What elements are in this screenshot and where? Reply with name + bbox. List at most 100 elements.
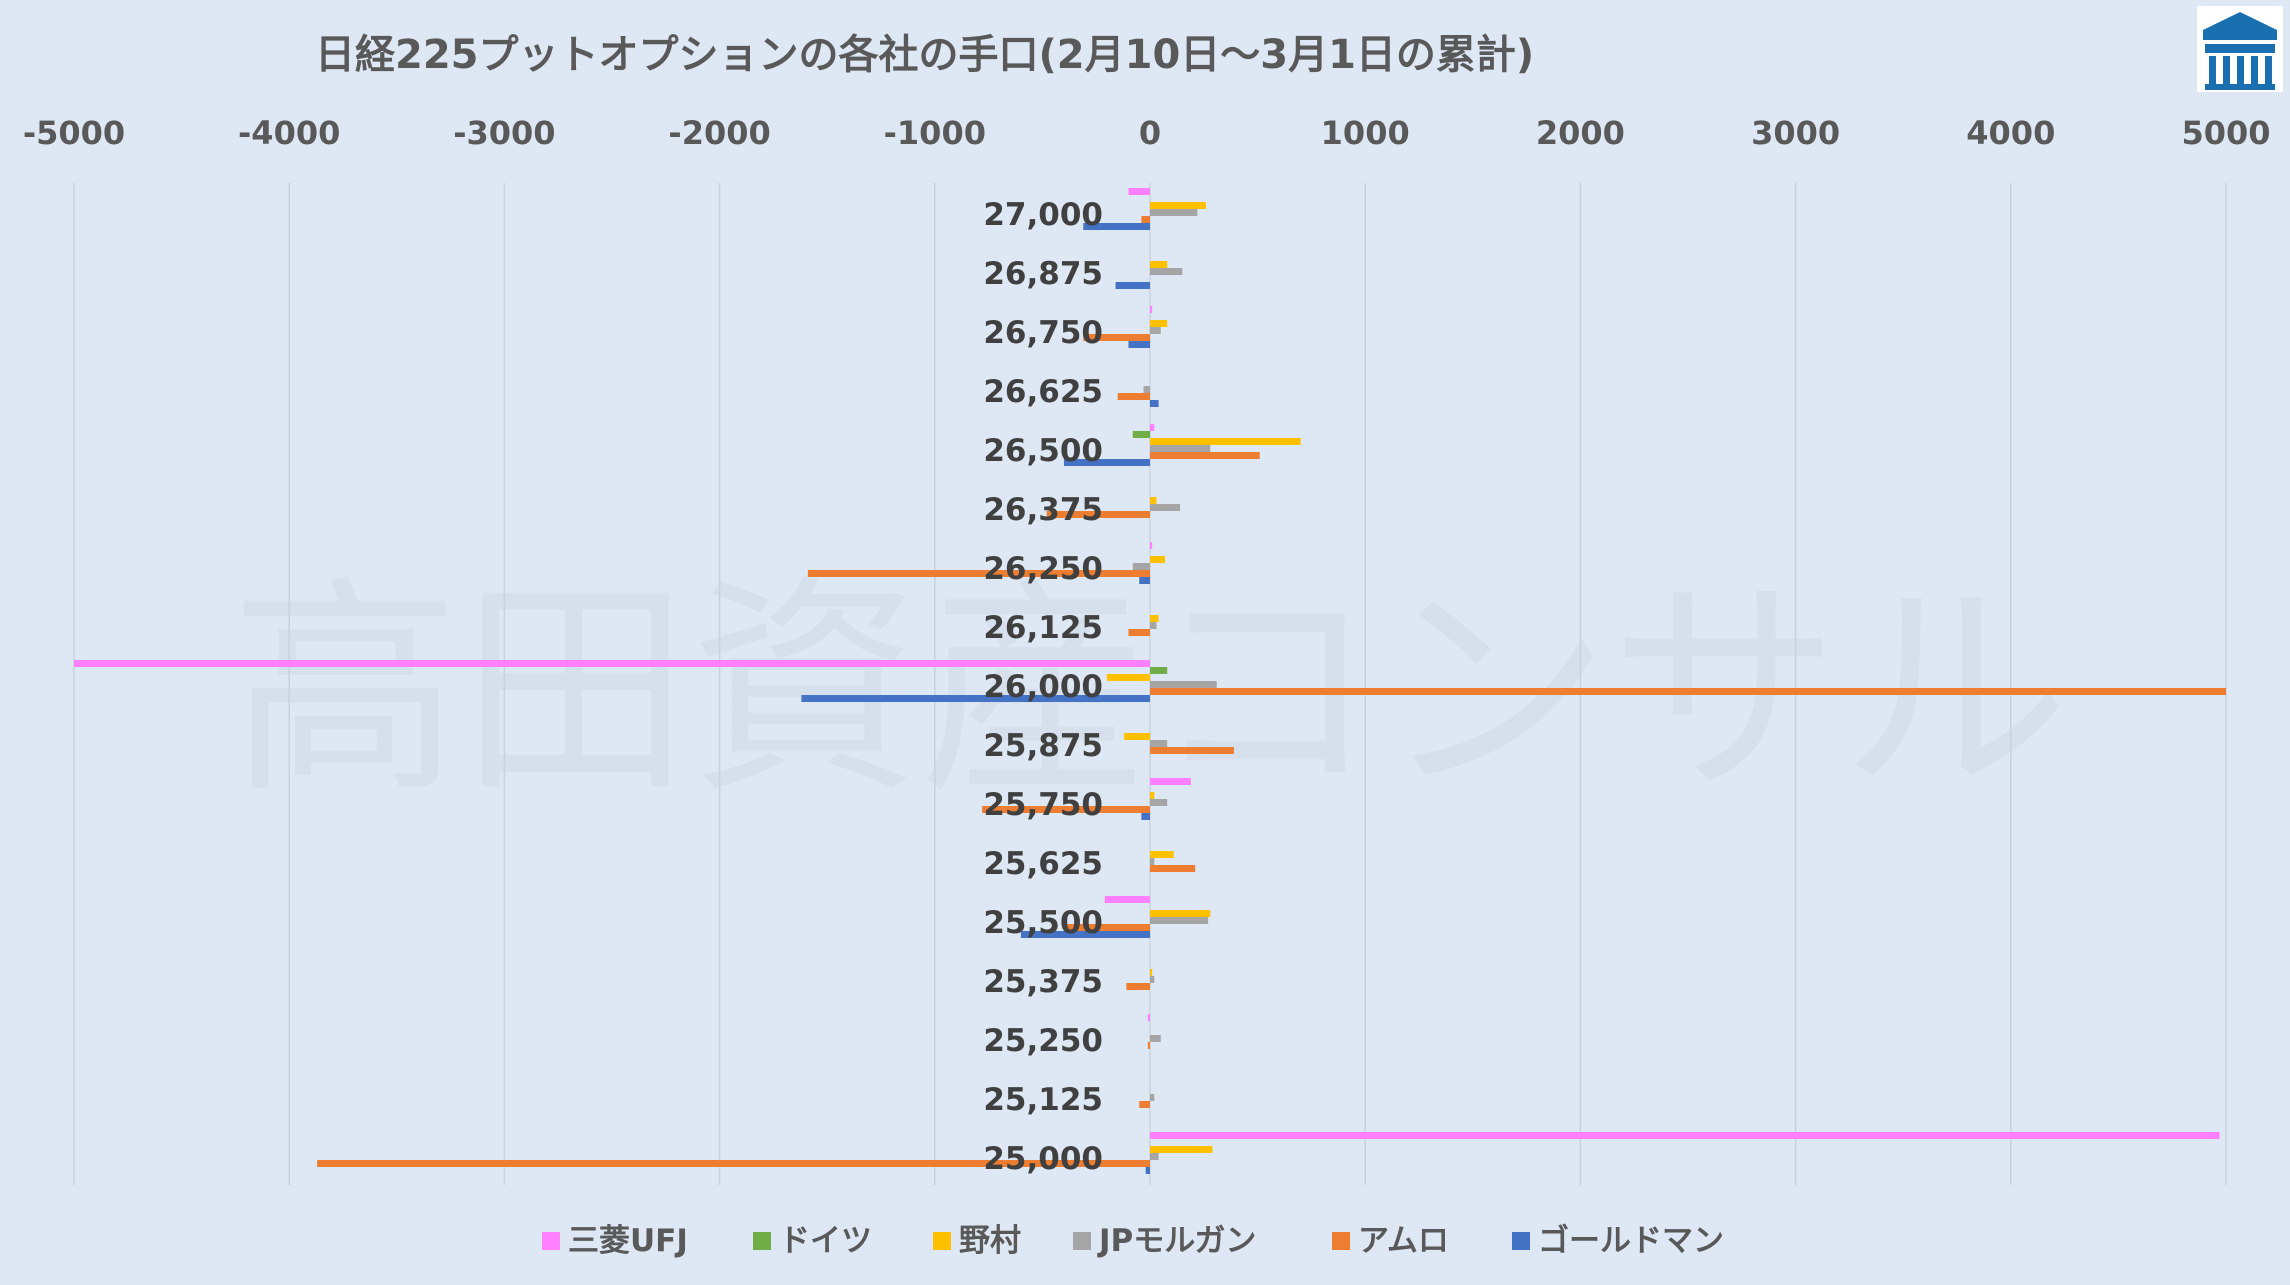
bar (1046, 511, 1150, 518)
x-tick-label: 1000 (1321, 114, 1410, 152)
category-label: 25,875 (983, 728, 1103, 764)
legend-swatch (542, 1232, 560, 1250)
legend-label: 三菱UFJ (568, 1223, 688, 1259)
legend-swatch (1512, 1232, 1530, 1250)
bar (1150, 268, 1183, 275)
bar (1150, 504, 1181, 511)
bar (1128, 629, 1150, 636)
bar (1139, 1101, 1150, 1108)
bar (801, 695, 1150, 702)
bars (74, 188, 2226, 1174)
bar (1020, 931, 1150, 938)
bar (1150, 424, 1155, 431)
x-tick-label: -5000 (23, 114, 125, 152)
bar (1150, 910, 1211, 917)
bar (1128, 188, 1150, 195)
bar (1106, 674, 1150, 681)
category-label: 25,375 (983, 964, 1103, 1000)
bar (317, 1160, 1150, 1167)
legend-swatch (753, 1232, 771, 1250)
bar (1150, 865, 1196, 872)
bar (1150, 622, 1157, 629)
bar (1150, 792, 1155, 799)
category-label: 25,750 (983, 787, 1103, 823)
bar (1150, 497, 1157, 504)
gridlines (73, 183, 2227, 1185)
bar (1150, 542, 1153, 549)
x-tick-label: 0 (1139, 114, 1161, 152)
category-label: 26,750 (983, 315, 1103, 351)
bar (1150, 778, 1191, 785)
bar (1150, 688, 2226, 695)
legend-label: アムロ (1358, 1223, 1449, 1259)
category-labels: 27,000 26,875 26,750 26,625 26,500 26,375 26,2… (983, 197, 1103, 1177)
bar (1126, 983, 1150, 990)
category-label: 27,000 (983, 197, 1103, 233)
bar (1150, 799, 1168, 806)
legend-label: JPモルガン (1097, 1223, 1256, 1259)
bar (1150, 976, 1155, 983)
bar (1150, 400, 1159, 407)
x-tick-label: 2000 (1536, 114, 1625, 152)
category-label: 26,375 (983, 492, 1103, 528)
legend: 三菱UFJ ドイツ 野村 JPモルガン アムロ ゴールドマン (542, 1223, 1724, 1259)
category-label: 25,625 (983, 846, 1103, 882)
bar (1066, 924, 1150, 931)
legend-label: 野村 (959, 1223, 1021, 1259)
bar (1150, 556, 1166, 563)
bar (1150, 306, 1153, 313)
bar (1141, 216, 1150, 223)
bar (1150, 209, 1198, 216)
bar (1150, 327, 1161, 334)
category-label: 25,500 (983, 905, 1103, 941)
legend-swatch (933, 1232, 951, 1250)
bar (1083, 223, 1150, 230)
x-tick-label: 5000 (2181, 114, 2270, 152)
x-tick-labels: -5000 -4000 -3000 -2000 -1000 0 1000 2000 3000 40… (23, 114, 2271, 152)
bar (1150, 615, 1159, 622)
bar (1117, 393, 1150, 400)
bar (1150, 858, 1155, 865)
bar (1150, 681, 1217, 688)
bar (1063, 459, 1150, 466)
bar (1104, 896, 1150, 903)
category-label: 25,000 (983, 1141, 1103, 1177)
chart-title: 日経225プットオプションの各社の手口(2月10日～3月1日の累計) (315, 32, 1534, 78)
bar (1150, 969, 1153, 976)
bar (982, 806, 1150, 813)
bar (1150, 1094, 1155, 1101)
bar (1150, 445, 1211, 452)
bar (74, 660, 1150, 667)
bar (1150, 261, 1168, 268)
bar (1150, 667, 1168, 674)
legend-label: ドイツ (779, 1223, 872, 1259)
bar (1150, 740, 1168, 747)
x-tick-label: -4000 (238, 114, 340, 152)
bar (1147, 1042, 1150, 1049)
bar (1150, 320, 1168, 327)
legend-swatch (1073, 1232, 1091, 1250)
category-label: 26,875 (983, 256, 1103, 292)
category-label: 26,625 (983, 374, 1103, 410)
bar (1150, 1153, 1159, 1160)
category-label: 26,125 (983, 610, 1103, 646)
bar (1141, 813, 1150, 820)
bar (1132, 563, 1150, 570)
bar (807, 570, 1150, 577)
legend-swatch (1332, 1232, 1350, 1250)
x-tick-label: -1000 (884, 114, 986, 152)
company-logo-icon (2197, 6, 2283, 92)
bar (1145, 1167, 1150, 1174)
bar (1150, 851, 1174, 858)
bar (1150, 1132, 2220, 1139)
bar (1150, 202, 1206, 209)
category-label: 25,250 (983, 1023, 1103, 1059)
x-tick-label: -3000 (453, 114, 555, 152)
x-tick-label: 4000 (1966, 114, 2055, 152)
bar (1143, 386, 1150, 393)
bar (1139, 577, 1150, 584)
bar (1150, 747, 1234, 754)
bar (1083, 334, 1150, 341)
bar (1150, 438, 1301, 445)
